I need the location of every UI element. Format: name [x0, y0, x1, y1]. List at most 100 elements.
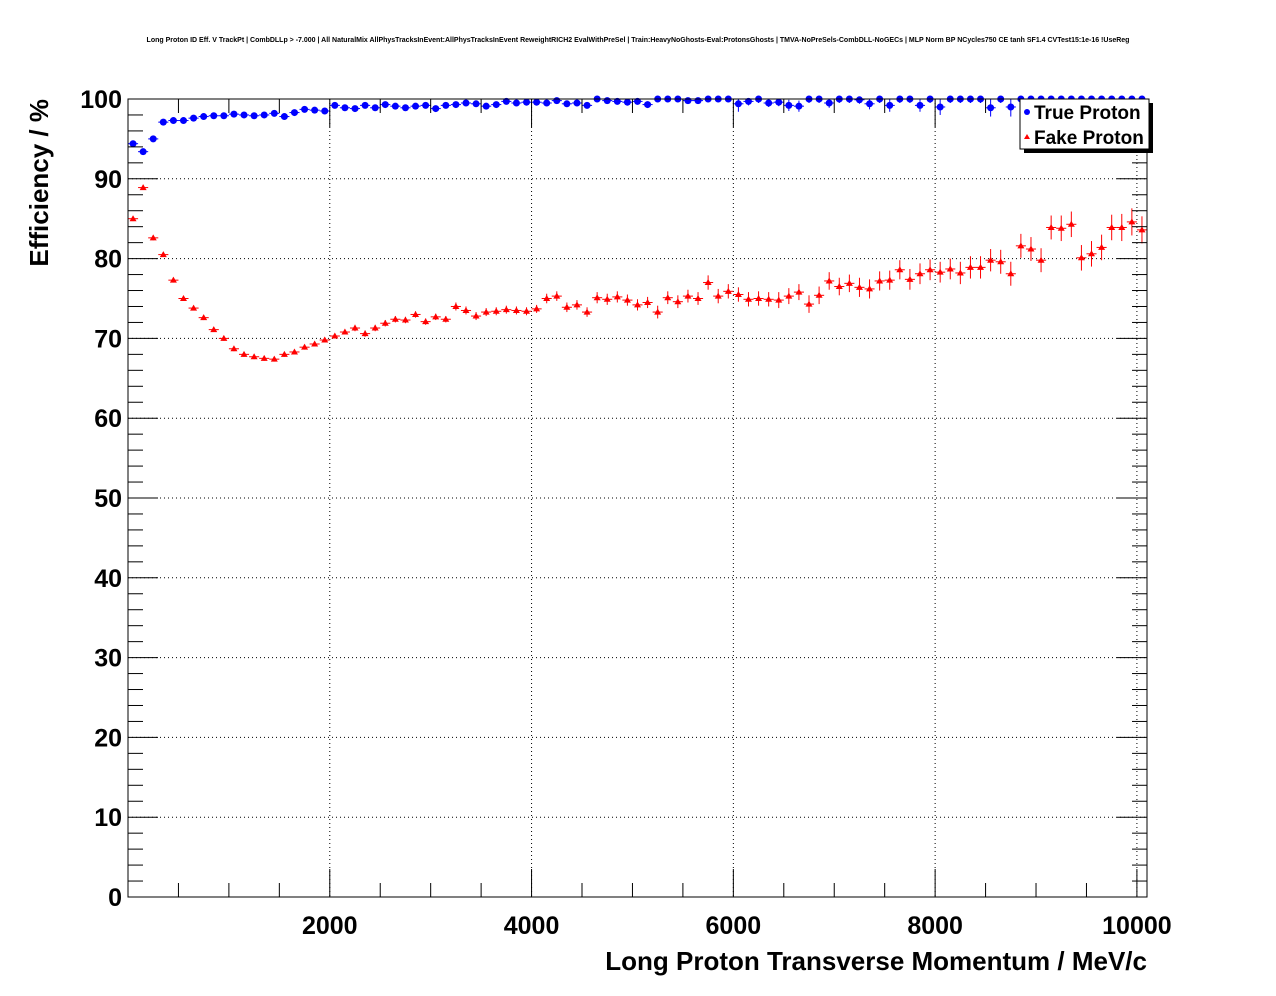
data-point — [936, 103, 944, 111]
data-point — [351, 324, 359, 331]
data-point — [260, 111, 268, 119]
data-point — [139, 184, 147, 191]
x-tick-label: 8000 — [907, 912, 963, 940]
data-point — [1007, 270, 1015, 277]
data-point — [149, 135, 157, 143]
data-point — [412, 102, 420, 110]
legend: True Proton Fake Proton — [1019, 98, 1153, 153]
data-point — [775, 296, 783, 303]
data-point — [533, 98, 541, 106]
data-point — [462, 306, 470, 313]
data-point — [442, 315, 450, 322]
data-point — [1108, 223, 1116, 230]
data-point — [311, 340, 319, 347]
data-point — [906, 275, 914, 282]
data-point — [502, 306, 510, 313]
data-point — [179, 295, 187, 301]
y-tick-label: 40 — [94, 565, 122, 593]
data-point — [331, 101, 339, 109]
data-point — [613, 293, 621, 300]
data-point — [704, 279, 712, 286]
data-point — [512, 306, 520, 313]
chart-title: Long Proton ID Eff. V TrackPt | CombDLLp… — [147, 37, 1130, 44]
data-point — [825, 277, 833, 284]
y-tick-label: 80 — [94, 246, 122, 274]
data-point — [734, 100, 742, 108]
data-point — [855, 283, 863, 290]
data-point — [290, 348, 298, 355]
data-point — [795, 102, 803, 110]
data-point — [492, 101, 500, 109]
data-point — [240, 111, 248, 119]
data-point — [361, 101, 369, 109]
data-point — [523, 307, 531, 314]
data-point — [270, 355, 278, 362]
data-point — [966, 263, 974, 270]
data-point — [553, 97, 561, 105]
data-point — [543, 99, 551, 107]
y-tick-label: 10 — [94, 804, 122, 832]
data-point — [482, 308, 490, 315]
data-point — [603, 295, 611, 302]
data-point — [1067, 220, 1075, 227]
series-0 — [128, 95, 1147, 156]
data-point — [129, 140, 137, 148]
data-point — [785, 101, 793, 109]
data-point — [946, 265, 954, 272]
data-point — [795, 288, 803, 295]
legend-box — [1019, 98, 1150, 150]
data-point — [987, 256, 995, 263]
data-point — [280, 350, 288, 357]
y-axis-title: Efficiency / % — [24, 99, 54, 267]
legend-label: Fake Proton — [1034, 128, 1144, 149]
data-point — [674, 298, 682, 305]
data-point — [452, 101, 460, 109]
data-marks — [128, 95, 1147, 362]
data-point — [1017, 242, 1025, 249]
data-point — [371, 324, 379, 331]
data-point — [290, 109, 298, 117]
data-point — [997, 258, 1005, 265]
data-point — [694, 295, 702, 301]
data-point — [987, 104, 995, 112]
y-tick-label: 30 — [94, 645, 122, 673]
data-point — [613, 97, 621, 105]
data-point — [886, 276, 894, 283]
data-point — [422, 318, 430, 325]
data-point — [412, 310, 420, 317]
data-point — [432, 105, 440, 113]
y-tick-label: 0 — [108, 884, 122, 912]
data-point — [351, 105, 359, 113]
data-point — [250, 112, 258, 120]
data-point — [401, 316, 409, 323]
data-point — [553, 292, 561, 299]
data-point — [210, 326, 218, 333]
x-tick-label: 6000 — [706, 912, 762, 940]
data-point — [694, 97, 702, 105]
data-point — [149, 234, 157, 241]
x-tick-label: 2000 — [302, 912, 358, 940]
data-point — [845, 279, 853, 286]
data-point — [311, 106, 319, 114]
data-point — [391, 315, 399, 322]
x-axis-title: Long Proton Transverse Momentum / MeV/c — [605, 946, 1147, 976]
data-point — [1118, 223, 1126, 230]
data-point — [422, 101, 430, 109]
data-point — [734, 291, 742, 298]
data-point — [644, 101, 652, 109]
data-point — [563, 100, 571, 108]
data-point — [432, 313, 440, 320]
data-point — [230, 345, 238, 352]
data-point — [563, 303, 571, 310]
y-tick-label: 50 — [94, 485, 122, 513]
data-point — [169, 276, 177, 283]
data-point — [159, 251, 167, 258]
legend-label: True Proton — [1034, 103, 1141, 124]
data-point — [472, 312, 480, 319]
data-point — [280, 113, 288, 121]
series-1 — [128, 184, 1147, 362]
data-point — [179, 117, 187, 125]
data-point — [896, 266, 904, 273]
data-point — [462, 99, 470, 107]
data-point — [815, 291, 823, 298]
